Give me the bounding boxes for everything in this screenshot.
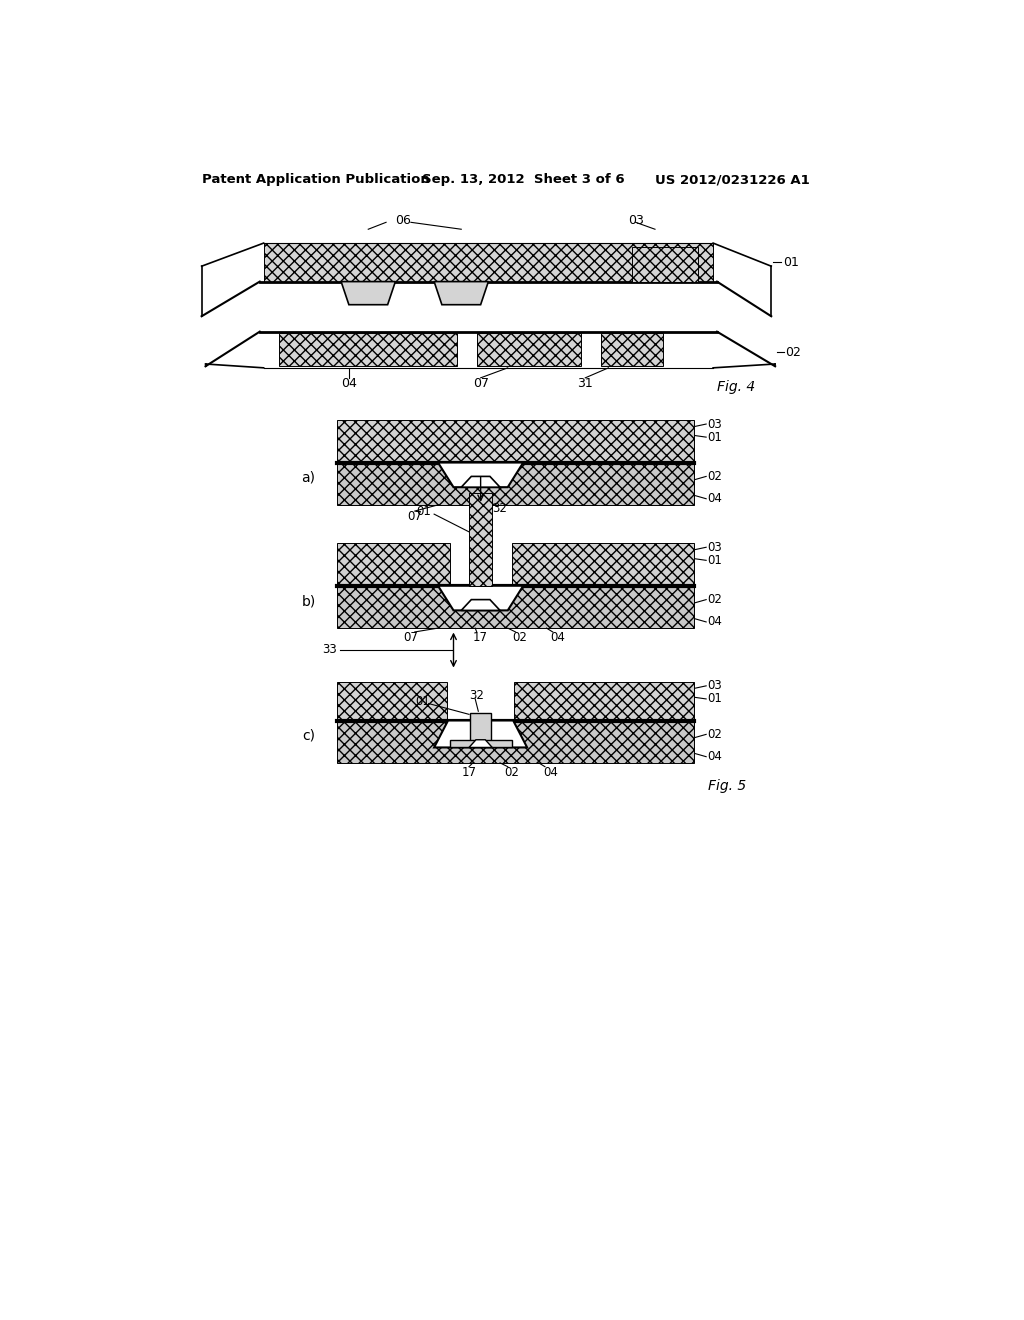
- Text: 01: 01: [415, 694, 430, 708]
- Text: 04: 04: [341, 376, 356, 389]
- Text: 03: 03: [628, 214, 643, 227]
- Text: 01: 01: [417, 504, 431, 517]
- Polygon shape: [434, 721, 527, 747]
- Bar: [337, 721, 693, 763]
- Text: 02: 02: [512, 631, 526, 644]
- Polygon shape: [469, 739, 493, 747]
- Bar: [469, 494, 493, 586]
- Text: 17: 17: [473, 631, 488, 644]
- Text: c): c): [302, 729, 315, 743]
- Text: US 2012/0231226 A1: US 2012/0231226 A1: [655, 173, 810, 186]
- Text: 07: 07: [473, 376, 488, 389]
- Polygon shape: [461, 477, 500, 487]
- Text: 01: 01: [708, 693, 723, 705]
- Polygon shape: [341, 281, 395, 305]
- Bar: [514, 682, 693, 721]
- Bar: [632, 247, 697, 281]
- Text: 07: 07: [408, 510, 422, 523]
- Polygon shape: [438, 462, 523, 487]
- Text: 32: 32: [469, 689, 484, 702]
- Text: 01: 01: [708, 554, 723, 566]
- Bar: [337, 586, 693, 628]
- Text: 04: 04: [543, 766, 558, 779]
- Text: 04: 04: [708, 615, 723, 628]
- Bar: [601, 333, 663, 367]
- Text: 01: 01: [783, 256, 799, 269]
- Bar: [512, 544, 693, 586]
- Text: a): a): [301, 471, 315, 484]
- Polygon shape: [470, 713, 492, 743]
- Text: 02: 02: [708, 727, 723, 741]
- Text: b): b): [301, 594, 315, 609]
- Polygon shape: [450, 739, 512, 747]
- Text: 02: 02: [708, 593, 723, 606]
- Text: 32: 32: [493, 502, 508, 515]
- Text: 04: 04: [551, 631, 565, 644]
- Text: 02: 02: [708, 470, 723, 483]
- Bar: [263, 243, 713, 281]
- Text: 04: 04: [708, 750, 723, 763]
- Text: Sep. 13, 2012  Sheet 3 of 6: Sep. 13, 2012 Sheet 3 of 6: [423, 173, 625, 186]
- Polygon shape: [461, 599, 500, 610]
- Text: Patent Application Publication: Patent Application Publication: [202, 173, 429, 186]
- Text: 02: 02: [785, 346, 801, 359]
- Text: 04: 04: [708, 492, 723, 506]
- Text: 03: 03: [708, 417, 723, 430]
- Text: 17: 17: [462, 766, 476, 779]
- Text: 02: 02: [504, 766, 519, 779]
- Text: 31: 31: [578, 376, 593, 389]
- Text: 03: 03: [708, 541, 723, 554]
- Bar: [337, 420, 693, 462]
- Bar: [337, 544, 450, 586]
- Bar: [477, 333, 582, 367]
- Text: Fig. 5: Fig. 5: [708, 779, 745, 793]
- Text: 07: 07: [403, 631, 419, 644]
- Polygon shape: [434, 281, 488, 305]
- Text: 03: 03: [708, 680, 723, 693]
- Bar: [280, 333, 458, 367]
- Polygon shape: [438, 586, 523, 610]
- Bar: [337, 682, 447, 721]
- Text: Fig. 4: Fig. 4: [717, 380, 756, 395]
- Bar: [337, 462, 693, 506]
- Text: 06: 06: [395, 214, 411, 227]
- Text: 33: 33: [323, 643, 337, 656]
- Text: 17: 17: [478, 510, 494, 523]
- Text: 01: 01: [708, 430, 723, 444]
